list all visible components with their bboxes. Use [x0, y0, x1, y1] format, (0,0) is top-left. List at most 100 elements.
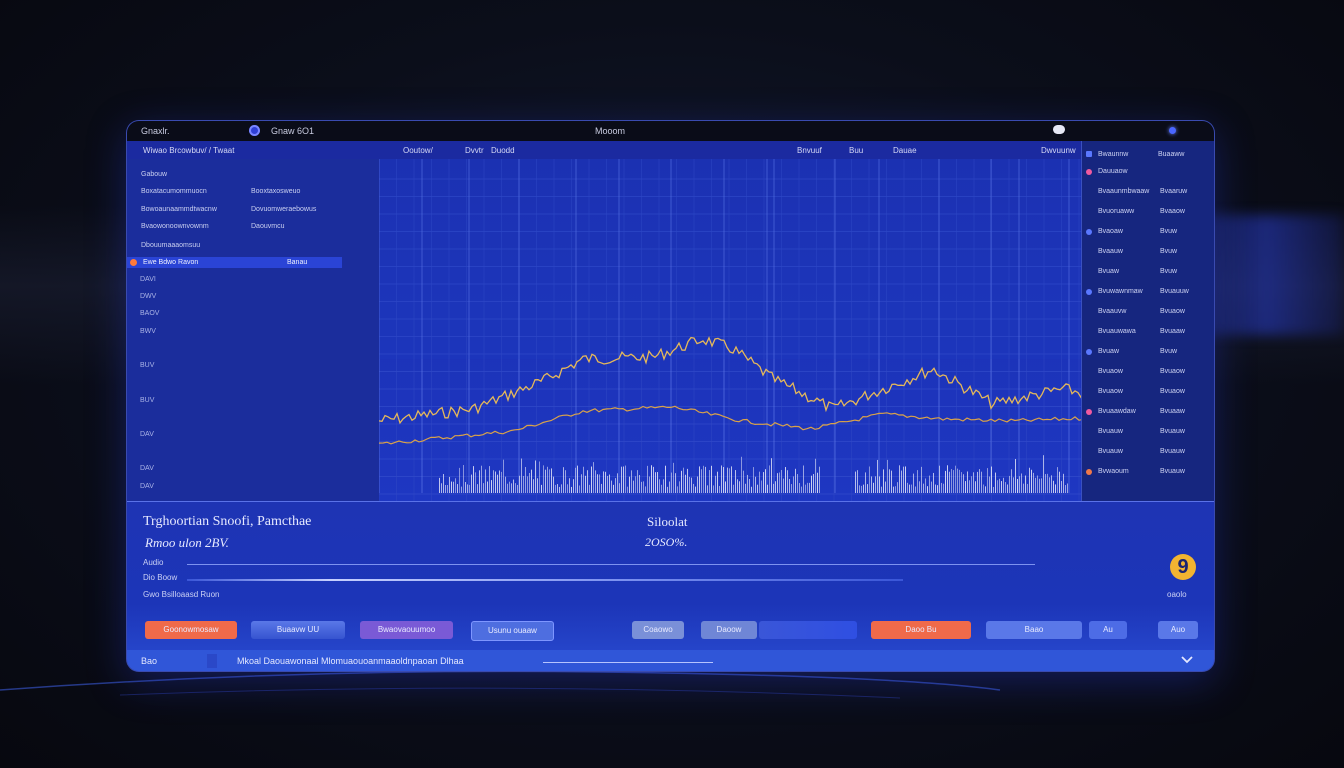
right-row-value[interactable]: Bvuauw	[1160, 428, 1185, 435]
info-title: Trghoortian Snoofi, Pamcthae	[143, 514, 312, 529]
left-row-4a[interactable]: Dbouumaaaomsuu	[141, 242, 201, 249]
volume-bar	[583, 466, 584, 493]
toolbar-label[interactable]: Wiwao Brcowbuv/ / Twaat	[143, 146, 235, 155]
action-button-1[interactable]: Goonowmosaw	[145, 621, 237, 639]
right-row-label[interactable]: Bvwaoum	[1098, 468, 1129, 475]
right-row-label[interactable]: Bvuaw	[1098, 348, 1120, 355]
scroll-down-icon[interactable]	[1181, 656, 1193, 664]
volume-bar	[1055, 484, 1056, 493]
volume-bar	[1027, 483, 1028, 493]
menu-icon[interactable]	[1086, 151, 1092, 157]
volume-bar	[963, 474, 964, 493]
selected-row-label[interactable]: Ewe Bdwo Ravon	[143, 259, 199, 266]
volume-bar	[543, 465, 544, 493]
volume-bar	[513, 479, 514, 493]
right-row-label[interactable]: Bvuauwawa	[1098, 328, 1136, 335]
volume-bar	[857, 470, 858, 493]
right-row-label[interactable]: Bvuaow	[1098, 368, 1123, 375]
action-button-10[interactable]: Au	[1089, 621, 1127, 639]
toolbar-col-7[interactable]: Dwvuunw	[1041, 146, 1076, 155]
selected-row[interactable]	[127, 257, 342, 268]
toolbar-col-1[interactable]: Ooutow/	[403, 146, 433, 155]
right-row-value[interactable]: Bvuaow	[1160, 368, 1185, 375]
toolbar-col-4[interactable]: Bnvuuf	[797, 146, 822, 155]
action-button-11[interactable]: Auo	[1158, 621, 1198, 639]
right-row-value[interactable]: Bvuaow	[1160, 308, 1185, 315]
action-button-4[interactable]: Usunu ouaaw	[471, 621, 554, 641]
price-chart[interactable]	[379, 159, 1081, 501]
right-row-label[interactable]: Bvaauvw	[1098, 308, 1127, 315]
progress-track[interactable]	[187, 579, 903, 581]
volume-bar	[797, 474, 798, 493]
volume-bar	[723, 467, 724, 493]
left-row-2a[interactable]: Bowoaunaammdtwacnw	[141, 206, 217, 213]
left-row-3a[interactable]: Bvaowonoownvownm	[141, 223, 209, 230]
left-row-1b[interactable]: Booxtaxosweuo	[251, 188, 301, 195]
right-row-value[interactable]: Bvaaruw	[1160, 188, 1188, 195]
selected-row-value[interactable]: Banau	[287, 259, 308, 266]
action-button-9[interactable]: Baao	[986, 621, 1082, 639]
volume-bar	[873, 482, 874, 493]
volume-bar	[633, 480, 634, 493]
volume-bar	[481, 465, 482, 493]
right-row-value[interactable]: Bvuaaw	[1160, 408, 1185, 415]
left-row-3b[interactable]: Daouvmcu	[251, 223, 285, 230]
circle-icon[interactable]	[249, 125, 260, 136]
toolbar-col-6[interactable]: Dauae	[893, 146, 917, 155]
action-button-3[interactable]: Bwaovaouumoo	[360, 621, 453, 639]
volume-bar	[679, 481, 680, 493]
volume-bars	[439, 455, 1068, 493]
right-row-value[interactable]: Bvuauuw	[1160, 288, 1189, 295]
action-button-2[interactable]: Buaavw UU	[251, 621, 345, 639]
volume-bar	[919, 481, 920, 493]
right-row-label[interactable]: Bvuaawdaw	[1098, 408, 1136, 415]
right-row-value[interactable]: Bvuw	[1160, 268, 1178, 275]
chat-bubble-icon[interactable]	[1053, 125, 1065, 134]
action-button-6[interactable]: Daoow	[701, 621, 757, 639]
right-header-a: Bwaunnw	[1098, 151, 1129, 158]
right-row-label[interactable]: Bvuauw	[1098, 448, 1123, 455]
toolbar-col-2[interactable]: Dvvtr	[465, 146, 484, 155]
badge-icon[interactable]: 9	[1170, 554, 1196, 580]
volume-bar	[733, 484, 734, 493]
right-row-marker-icon	[1086, 409, 1092, 415]
action-button-7[interactable]	[759, 621, 857, 639]
volume-bar	[1005, 482, 1006, 493]
right-row-label[interactable]: Bvuoruaww	[1098, 208, 1135, 215]
volume-bar	[497, 474, 498, 493]
volume-bar	[801, 486, 802, 493]
volume-bar	[983, 484, 984, 493]
left-row-2b[interactable]: Dovuomweraebowus	[251, 206, 317, 213]
volume-bar	[555, 484, 556, 493]
right-row-value[interactable]: Bvuauw	[1160, 468, 1185, 475]
tab-label[interactable]: Gnaw 6O1	[271, 126, 315, 136]
right-row-value[interactable]: Bvaaow	[1160, 208, 1185, 215]
volume-bar	[975, 481, 976, 493]
right-row-label[interactable]: Bvuaw	[1098, 268, 1120, 275]
action-button-5[interactable]: Coaowo	[632, 621, 684, 639]
right-row-value[interactable]: Bvuw	[1160, 248, 1178, 255]
right-row-label[interactable]: Bvaoaw	[1098, 228, 1123, 235]
right-row-label[interactable]: Bvaaunmbwaaw	[1098, 188, 1150, 195]
right-row-value[interactable]: Bvuauw	[1160, 448, 1185, 455]
right-row-value[interactable]: Bvuaow	[1160, 388, 1185, 395]
right-row-value[interactable]: Bvuaaw	[1160, 328, 1185, 335]
left-row-1a[interactable]: Boxatacumommuocn	[141, 188, 207, 195]
volume-bar	[1067, 483, 1068, 493]
right-row-label[interactable]: Bvuauw	[1098, 428, 1123, 435]
audio-track[interactable]	[187, 564, 1035, 565]
right-row-label[interactable]: Bvuwawnmaw	[1098, 288, 1143, 295]
right-row-label[interactable]: Bvaauw	[1098, 248, 1123, 255]
right-row-label[interactable]: Dauuaow	[1098, 168, 1128, 175]
toolbar-col-3[interactable]: Duodd	[491, 146, 515, 155]
volume-bar	[709, 470, 710, 493]
volume-bar	[717, 471, 718, 493]
action-button-8[interactable]: Daoo Bu	[871, 621, 971, 639]
right-row-label[interactable]: Bvuaow	[1098, 388, 1123, 395]
volume-bar	[665, 465, 666, 493]
volume-bar	[943, 483, 944, 493]
right-row-value[interactable]: Bvuw	[1160, 348, 1178, 355]
window-dot-icon[interactable]	[1169, 127, 1176, 134]
toolbar-col-5[interactable]: Buu	[849, 146, 864, 155]
right-row-value[interactable]: Bvuw	[1160, 228, 1178, 235]
